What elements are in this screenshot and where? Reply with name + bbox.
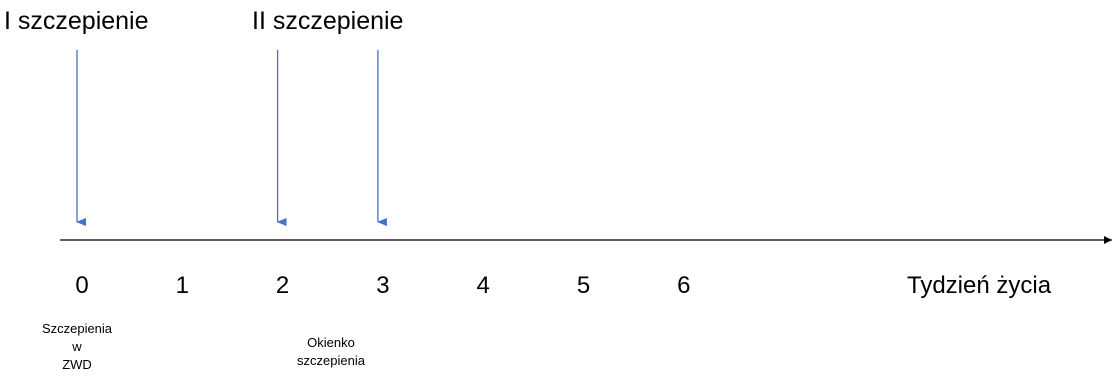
note-zwd: Szczepienia w ZWD (32, 320, 122, 374)
second-vaccination-label: II szczepienie (252, 7, 404, 35)
note-zwd-line: w (72, 339, 82, 354)
note-vaccination-window: Okienko szczepienia (276, 334, 386, 370)
note-window-line: Okienko (307, 335, 355, 350)
note-zwd-line: Szczepienia (41, 321, 113, 336)
week-tick-label: 1 (175, 272, 189, 299)
week-tick-label: 2 (275, 272, 290, 299)
week-tick-label: 4 (476, 272, 490, 299)
axis-title: Tydzień życia (907, 272, 1052, 299)
week-tick-label: 3 (376, 272, 390, 299)
note-zwd-line: ZWD (62, 357, 92, 372)
week-tick-label: 6 (677, 272, 691, 299)
note-window-line: szczepienia (297, 353, 365, 368)
week-tick-label: 5 (576, 272, 591, 299)
vaccination-arrows (76, 50, 387, 226)
week-tick-label: 0 (75, 272, 89, 299)
first-vaccination-label: I szczepienie (4, 7, 149, 35)
